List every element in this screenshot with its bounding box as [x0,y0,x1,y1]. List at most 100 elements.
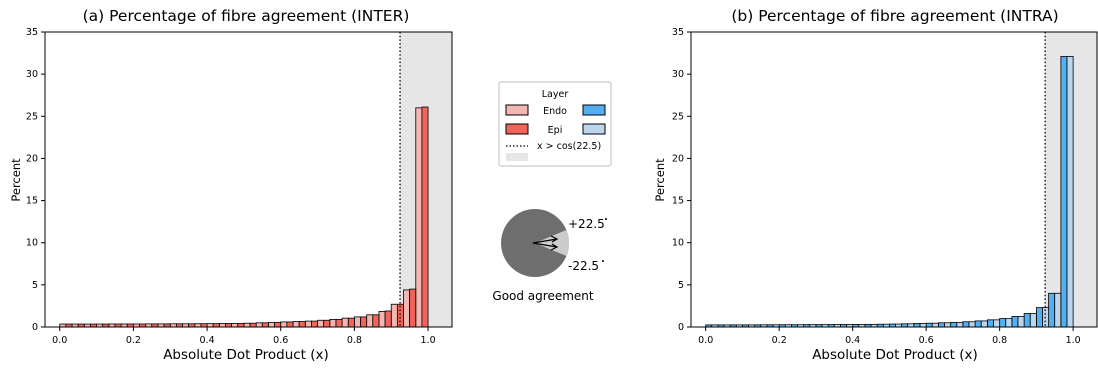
agreement-arrowhead-lower [550,243,559,251]
chart-intra-xtick-label: 0.4 [845,335,860,346]
chart-intra-bar-endo [950,321,958,328]
agreement-caption: Good agreement [492,289,593,303]
chart-intra-bar-epi [956,321,964,328]
chart-intra-xtick-label: 0.8 [992,335,1007,346]
legend-label-epi: Epi [548,125,563,136]
upper-angle-label: +22.5 [568,217,605,231]
chart-inter-bar-endo [292,321,300,328]
chart-inter-ytick-label: 10 [26,238,38,249]
chart-inter-bar-endo [243,322,251,328]
chart-intra-bar-epi [980,320,988,328]
chart-intra-xtick-label: 0.2 [772,335,787,346]
chart-intra-xlabel: Absolute Dot Product (x) [812,347,978,363]
chart-intra-ytick-label: 15 [672,196,684,207]
chart-intra-ytick-label: 20 [672,153,684,164]
legend-shade-swatch [506,153,528,161]
chart-intra-ylabel: Percent [653,158,667,202]
chart-inter-ytick-label: 35 [26,27,38,38]
legend-title: Layer [542,89,569,100]
chart-inter-bar-epi [409,288,417,328]
chart-inter-bar-endo [280,321,288,328]
legend-swatch-intra-endo [582,104,606,116]
agreement-wedge [535,230,569,256]
chart-intra: (b) Percentage of fibre agreement (INTRA… [653,7,1098,363]
chart-inter-bar-epi [286,321,294,328]
chart-intra-bar-epi [919,323,927,328]
chart-intra-bar-endo [987,319,994,328]
chart-inter-ytick-label: 30 [26,69,38,80]
chart-intra-bar-endo [962,321,970,328]
chart-intra-bar-endo [1023,313,1031,328]
chart-inter-bar-endo [329,319,337,328]
chart-inter-ytick-label: 25 [26,111,38,122]
upper-degree-mark [605,218,607,220]
agreement-arrow-upper [532,238,558,244]
chart-inter-bar-epi [372,314,380,328]
legend-swatch-intra-epi [582,123,606,135]
chart-inter-bar-epi [212,323,220,328]
legend-swatch-inter-epi [505,123,529,135]
chart-inter-bar-endo [378,311,386,328]
chart-inter-xtick-label: 1.0 [421,335,436,346]
chart-inter-bar-epi [396,303,404,328]
chart-intra-bar-epi [1066,56,1074,328]
chart-inter-bar-endo [304,320,312,328]
chart-inter-bar-epi [225,323,233,328]
chart-inter-title: (a) Percentage of fibre agreement (INTER… [83,7,410,25]
chart-inter-bar-epi [261,322,269,328]
chart-intra-ytick-label: 5 [678,280,684,291]
chart-inter-axes-frame [44,31,453,328]
chart-intra-xtick-label: 1.0 [1066,335,1081,346]
chart-intra-bar-epi [1017,316,1025,328]
chart-intra-xtick-label: 0.0 [698,335,713,346]
chart-inter-bar-endo [218,323,226,328]
chart-inter-ytick-label: 5 [32,280,38,291]
lower-degree-mark [602,260,604,262]
chart-intra-xtick-label: 0.6 [919,335,934,346]
legend: Layer Endo Epi x > cos(22.5) [498,81,612,167]
chart-intra-bar-endo [974,320,982,328]
chart-inter-bar-epi [274,321,282,328]
chart-intra-ytick-label: 25 [672,111,684,122]
chart-intra-bar-epi [1005,318,1013,328]
chart-intra-axes-frame [690,31,1098,328]
chart-inter-bar-epi [335,319,343,328]
chart-inter-ytick-label: 0 [32,322,38,333]
chart-intra-bar-endo [999,318,1007,328]
chart-inter-ytick-label: 20 [26,153,38,164]
agreement-diagram: +22.5 -22.5 Good agreement [492,209,607,303]
chart-intra-bar-epi [993,319,1001,328]
chart-inter-ylabel: Percent [9,158,23,202]
chart-intra-ytick-label: 0 [678,322,684,333]
chart-inter-bar-epi [323,319,331,328]
chart-inter-xlabel: Absolute Dot Product (x) [163,347,329,363]
chart-inter-bar-epi [360,316,368,328]
chart-inter-ytick-label: 15 [26,196,38,207]
chart-inter-bar-endo [390,303,398,328]
chart-intra-bar-endo [925,322,933,328]
chart-intra-bar-endo [1048,292,1056,328]
chart-inter-bar-endo [268,321,275,328]
chart-inter-xtick-label: 0.4 [200,335,215,346]
chart-intra-bar-epi [1054,292,1062,328]
chart-inter-bar-endo [353,316,361,328]
chart-inter-bar-endo [415,107,423,328]
chart-inter-xtick-label: 0.8 [347,335,362,346]
chart-intra-bar-endo [913,323,921,328]
chart-intra-ytick-label: 35 [672,27,684,38]
chart-intra-bar-epi [968,321,976,328]
chart-inter-bar-epi [421,106,429,328]
agreement-arrow-lower [532,242,558,248]
legend-label-threshold: x > cos(22.5) [537,141,601,152]
chart-inter-bar-endo [341,317,349,328]
lower-angle-label: -22.5 [568,259,599,273]
chart-intra-title: (b) Percentage of fibre agreement (INTRA… [731,7,1058,25]
chart-intra-bar-endo [1060,56,1068,328]
chart-intra-bar-endo [937,322,945,328]
chart-inter-bar-endo [255,322,263,328]
chart-intra-ytick-label: 30 [672,69,684,80]
chart-inter-bar-endo [317,319,325,328]
legend-swatch-inter-endo [505,104,529,116]
chart-inter-xtick-label: 0.2 [126,335,141,346]
